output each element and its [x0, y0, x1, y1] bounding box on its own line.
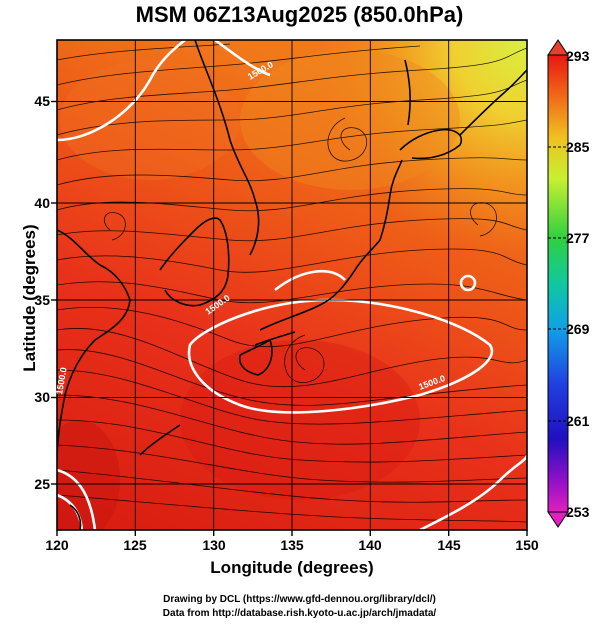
- x-tick-label: 130: [202, 537, 226, 553]
- temperature-shading: [57, 40, 527, 530]
- credit-drawing: Drawing by DCL (https://www.gfd-dennou.o…: [163, 594, 436, 605]
- credit-data-source: Data from http://database.rish.kyoto-u.a…: [162, 608, 437, 619]
- x-tick-label: 150: [515, 537, 539, 553]
- y-axis-label: Latitude (degrees): [20, 224, 39, 372]
- chart-title: MSM 06Z13Aug2025 (850.0hPa): [135, 2, 464, 27]
- y-tick-label: 40: [34, 195, 50, 211]
- x-tick-label: 140: [358, 537, 382, 553]
- colorbar-tick-label: 261: [566, 413, 590, 429]
- coastlines: [57, 40, 527, 530]
- colorbar-tick-label: 285: [566, 139, 590, 155]
- y-tick-label: 35: [34, 292, 50, 308]
- x-axis-label: Longitude (degrees): [210, 558, 374, 577]
- lat-lon-grid: [57, 40, 527, 530]
- colorbar-tick-label: 253: [566, 504, 590, 520]
- x-tick-label: 120: [45, 537, 69, 553]
- colorbar-tick-label: 293: [566, 48, 590, 64]
- x-tick-label: 135: [280, 537, 304, 553]
- y-tick-label: 30: [34, 389, 50, 405]
- colorbar: [547, 39, 569, 528]
- axis-tick-marks: [51, 100, 528, 536]
- x-tick-label: 145: [437, 537, 461, 553]
- y-tick-label: 45: [34, 93, 50, 109]
- contour-label: 1500.0: [54, 366, 69, 395]
- x-tick-label: 125: [123, 537, 147, 553]
- colorbar-tick-label: 277: [566, 230, 590, 246]
- colorbar-tick-label: 269: [566, 321, 590, 337]
- y-tick-label: 25: [34, 476, 50, 492]
